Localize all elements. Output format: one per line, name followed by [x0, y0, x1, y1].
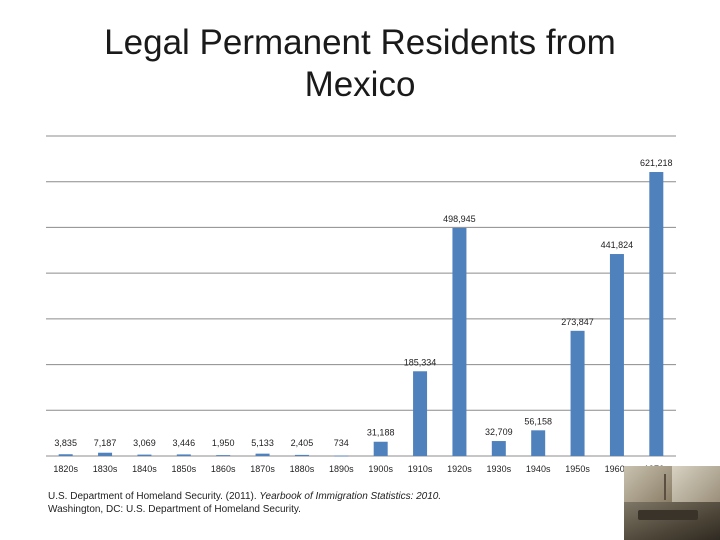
x-tick-1860s: 1860s: [211, 464, 236, 474]
value-label-1900s: 31,188: [367, 428, 395, 438]
bar-1910s: [413, 371, 428, 456]
bar-1970s: [649, 172, 664, 456]
bar-1840s: [137, 454, 152, 456]
x-tick-1890s: 1890s: [329, 464, 354, 474]
x-tick-1940s: 1940s: [526, 464, 551, 474]
x-tick-1830s: 1830s: [93, 464, 118, 474]
bar-1870s: [255, 453, 270, 456]
value-labels: 3,835 7,187 3,069 3,446 1,950 5,133 2,405 734 31…: [54, 158, 672, 448]
x-tick-1910s: 1910s: [408, 464, 433, 474]
bar-1830s: [98, 452, 113, 456]
bar-1860s: [216, 455, 231, 456]
x-tick-1880s: 1880s: [290, 464, 315, 474]
x-tick-1920s: 1920s: [447, 464, 472, 474]
value-label-1960s: 441,824: [601, 240, 634, 250]
value-label-1820s: 3,835: [54, 438, 77, 448]
bar-1950s: [570, 330, 585, 456]
bar-1900s: [373, 441, 388, 456]
bar-1920s: [452, 227, 467, 456]
chart-title: Legal Permanent Residents from Mexico: [104, 23, 616, 104]
source-publisher: Washington, DC: U.S. Department of Homel…: [48, 504, 301, 515]
bar-1940s: [531, 430, 546, 456]
source-text: U.S. Department of Homeland Security. (2…: [48, 491, 260, 502]
x-tick-1840s: 1840s: [132, 464, 157, 474]
bar-1850s: [176, 454, 191, 456]
x-tick-1950s: 1950s: [565, 464, 590, 474]
value-label-1970s: 621,218: [640, 158, 673, 168]
value-label-1870s: 5,133: [251, 438, 274, 448]
x-tick-1930s: 1930s: [487, 464, 512, 474]
bar-1890s: [334, 455, 349, 457]
value-label-1950s: 273,847: [561, 317, 594, 327]
value-label-1930s: 32,709: [485, 427, 513, 437]
gridlines: [46, 135, 676, 457]
x-tick-1820s: 1820s: [53, 464, 78, 474]
x-tick-labels: 1820s 1830s 1840s 1850s 1860s 1870s 1880s 1890s…: [53, 464, 669, 474]
x-tick-1960s: 1960s: [605, 464, 630, 474]
x-tick-1850s: 1850s: [172, 464, 197, 474]
value-label-1840s: 3,069: [133, 438, 156, 448]
value-label-1880s: 2,405: [291, 438, 314, 448]
source-title: Yearbook of Immigration Statistics: 2010…: [259, 491, 442, 502]
value-label-1920s: 498,945: [443, 214, 476, 224]
x-tick-1870s: 1870s: [250, 464, 275, 474]
bar-1880s: [294, 454, 309, 456]
decorative-photo-collage: [624, 466, 720, 540]
bar-1820s: [58, 454, 73, 456]
x-tick-1900s: 1900s: [368, 464, 393, 474]
value-label-1890s: 734: [334, 438, 349, 448]
value-label-1910s: 185,334: [404, 357, 437, 367]
source-citation: U.S. Department of Homeland Security. (2…: [48, 490, 608, 516]
value-label-1940s: 56,158: [524, 416, 552, 426]
value-label-1830s: 7,187: [94, 438, 117, 448]
value-label-1850s: 3,446: [173, 438, 196, 448]
bar-1930s: [491, 441, 506, 456]
bars: [58, 172, 664, 457]
value-label-1860s: 1,950: [212, 438, 235, 448]
bar-1960s: [609, 254, 624, 456]
